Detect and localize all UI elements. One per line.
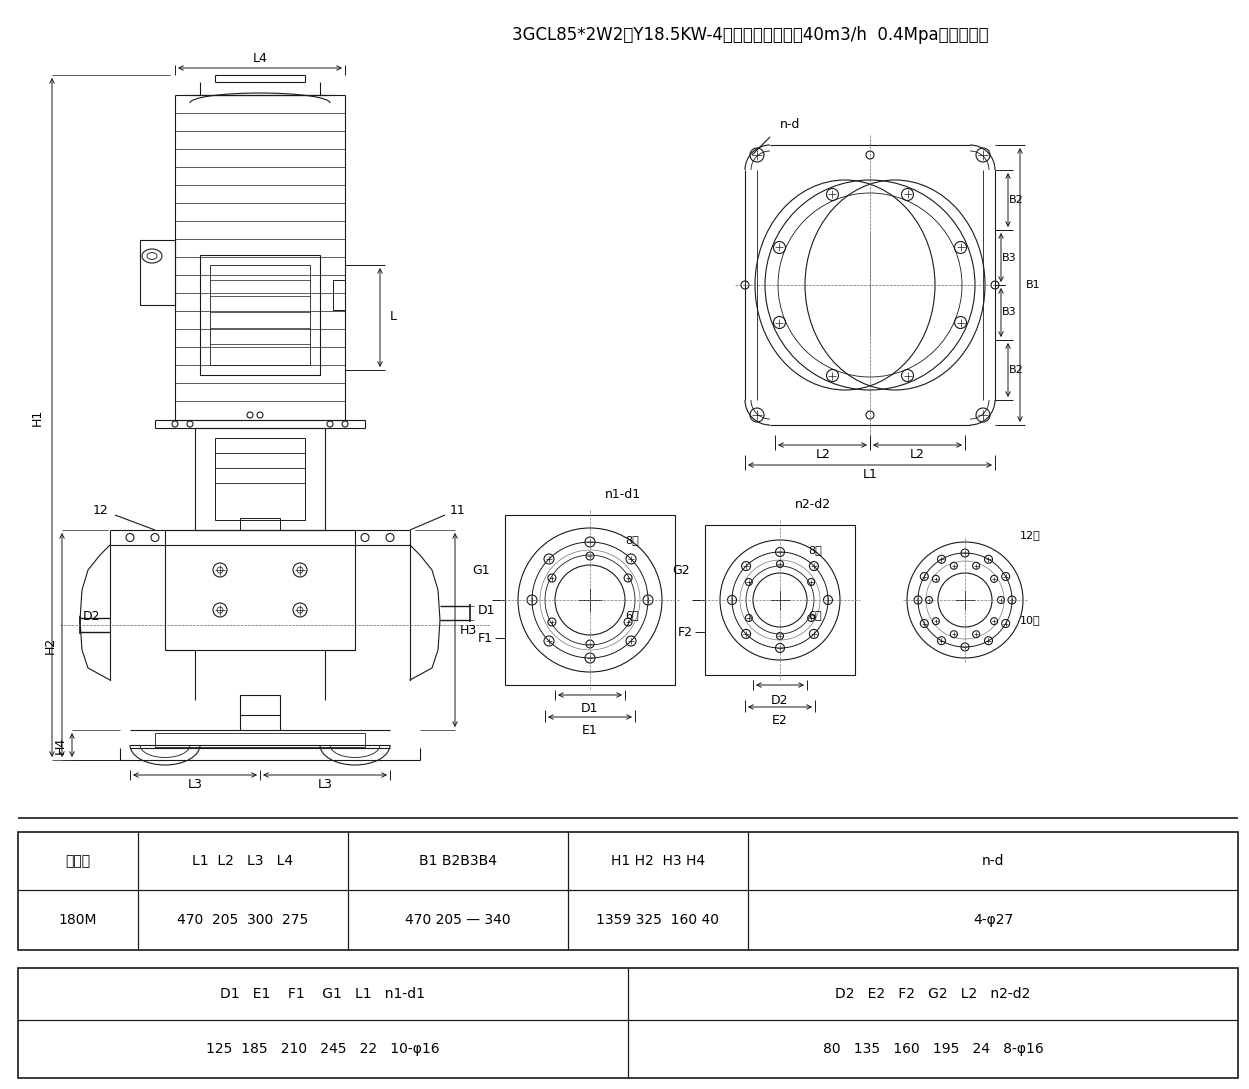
Text: H2: H2 bbox=[44, 636, 56, 653]
Bar bbox=[17, 832, 1238, 950]
Text: F1: F1 bbox=[478, 632, 493, 645]
Bar bbox=[704, 525, 856, 675]
Text: L4: L4 bbox=[252, 51, 267, 64]
Text: 12孔: 12孔 bbox=[1020, 530, 1040, 540]
Text: 4-φ27: 4-φ27 bbox=[973, 913, 1013, 927]
Text: 6孔: 6孔 bbox=[808, 610, 822, 620]
Text: L3: L3 bbox=[187, 779, 202, 792]
Text: 180M: 180M bbox=[59, 913, 97, 927]
Bar bbox=[165, 530, 355, 650]
Text: B1: B1 bbox=[1025, 280, 1040, 290]
Bar bbox=[240, 518, 280, 530]
Text: n1-d1: n1-d1 bbox=[605, 489, 641, 502]
Text: G2: G2 bbox=[672, 563, 689, 576]
Text: 8孔: 8孔 bbox=[808, 544, 822, 555]
Text: H1 H2  H3 H4: H1 H2 H3 H4 bbox=[611, 854, 706, 868]
Text: D1: D1 bbox=[581, 701, 598, 714]
Bar bbox=[200, 255, 320, 375]
Text: 8孔: 8孔 bbox=[624, 535, 638, 544]
Text: H3: H3 bbox=[460, 624, 477, 636]
Text: E1: E1 bbox=[582, 723, 598, 736]
Text: L1: L1 bbox=[863, 468, 878, 481]
Text: B2: B2 bbox=[1009, 195, 1023, 205]
Text: B2: B2 bbox=[1009, 365, 1023, 375]
Text: 470  205  300  275: 470 205 300 275 bbox=[177, 913, 309, 927]
Text: B1 B2B3B4: B1 B2B3B4 bbox=[418, 854, 497, 868]
Text: D2: D2 bbox=[82, 610, 100, 623]
Bar bbox=[17, 968, 1238, 1078]
Bar bbox=[155, 733, 365, 747]
Text: 470 205 — 340: 470 205 — 340 bbox=[405, 913, 511, 927]
Text: F2: F2 bbox=[678, 625, 693, 638]
Bar bbox=[215, 438, 305, 521]
Text: L2: L2 bbox=[909, 449, 924, 462]
Bar bbox=[210, 265, 310, 365]
Bar bbox=[240, 695, 280, 715]
Text: n-d: n-d bbox=[779, 119, 801, 132]
Text: B3: B3 bbox=[1002, 307, 1017, 317]
Text: 80   135   160   195   24   8-φ16: 80 135 160 195 24 8-φ16 bbox=[823, 1042, 1043, 1056]
Text: B3: B3 bbox=[1002, 253, 1017, 264]
Text: 11: 11 bbox=[450, 503, 466, 516]
Bar bbox=[140, 240, 175, 305]
Text: 10孔: 10孔 bbox=[1020, 615, 1040, 625]
Bar bbox=[505, 515, 674, 685]
Text: L: L bbox=[390, 310, 396, 323]
Text: G1: G1 bbox=[472, 563, 490, 576]
Text: n-d: n-d bbox=[982, 854, 1004, 868]
Text: D1   E1    F1    G1   L1   n1-d1: D1 E1 F1 G1 L1 n1-d1 bbox=[221, 987, 426, 1001]
Text: D1: D1 bbox=[478, 603, 496, 616]
Text: 12: 12 bbox=[92, 503, 107, 516]
Text: H4: H4 bbox=[54, 736, 66, 754]
Text: H1: H1 bbox=[30, 408, 44, 426]
Bar bbox=[195, 428, 325, 530]
Text: 6孔: 6孔 bbox=[624, 610, 638, 620]
Text: E2: E2 bbox=[772, 713, 788, 726]
Text: 125  185   210   245   22   10-φ16: 125 185 210 245 22 10-φ16 bbox=[206, 1042, 440, 1056]
Text: L1  L2   L3   L4: L1 L2 L3 L4 bbox=[192, 854, 294, 868]
Text: 机座号: 机座号 bbox=[65, 854, 91, 868]
Text: D2: D2 bbox=[771, 694, 789, 707]
Text: 3GCL85*2W2配Y18.5KW-4整机安装尺寸图，40m3/h  0.4Mpa输送润滑油: 3GCL85*2W2配Y18.5KW-4整机安装尺寸图，40m3/h 0.4Mp… bbox=[512, 26, 988, 44]
Text: L3: L3 bbox=[317, 779, 332, 792]
Bar bbox=[333, 280, 345, 310]
Text: L2: L2 bbox=[816, 449, 831, 462]
Text: n2-d2: n2-d2 bbox=[796, 499, 831, 512]
Text: D2   E2   F2   G2   L2   n2-d2: D2 E2 F2 G2 L2 n2-d2 bbox=[836, 987, 1030, 1001]
Text: 1359 325  160 40: 1359 325 160 40 bbox=[597, 913, 719, 927]
